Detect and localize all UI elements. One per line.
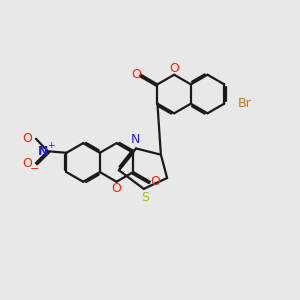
Text: −: − xyxy=(29,164,39,174)
Text: O: O xyxy=(150,175,160,188)
Text: O: O xyxy=(22,157,32,169)
Text: N: N xyxy=(131,133,140,146)
Text: O: O xyxy=(112,182,122,195)
Text: O: O xyxy=(22,132,32,145)
Text: N: N xyxy=(38,145,48,158)
Text: Br: Br xyxy=(237,97,251,110)
Text: O: O xyxy=(131,68,141,81)
Text: O: O xyxy=(169,62,179,75)
Text: +: + xyxy=(47,141,55,150)
Text: S: S xyxy=(141,191,149,204)
